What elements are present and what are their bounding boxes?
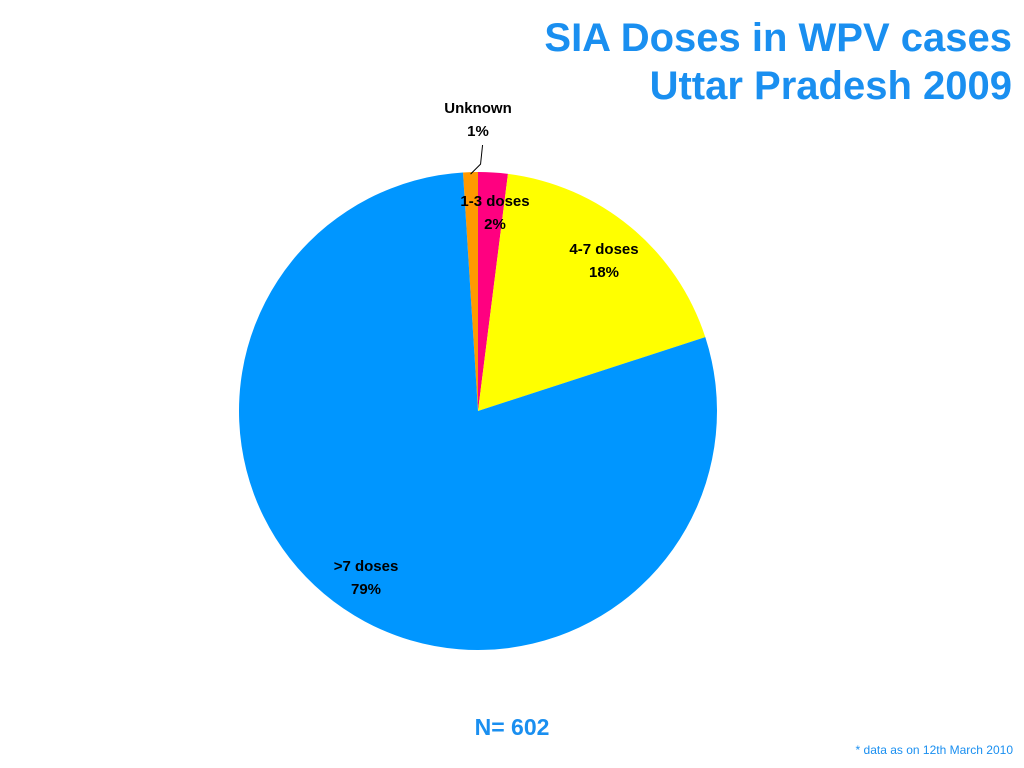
pie-slice-3 [239, 172, 718, 650]
sample-size-label: N= 602 [474, 714, 550, 740]
chart-title: SIA Doses in WPV cases Uttar Pradesh 200… [544, 14, 1012, 110]
slice-percent-label-3: 79% [351, 581, 381, 598]
slice-name-label-2: 4-7 doses [569, 241, 638, 258]
chart-title-line1: SIA Doses in WPV cases [544, 16, 1012, 60]
slice-name-label-0: Unknown [444, 100, 512, 117]
slice-percent-label-1: 2% [484, 216, 506, 233]
slice-percent-label-2: 18% [589, 264, 619, 281]
slice-name-label-3: >7 doses [334, 558, 399, 575]
slice-percent-label-0: 1% [467, 123, 489, 140]
pie-slice-1 [478, 172, 508, 411]
pie-slice-0 [462, 172, 478, 411]
footnote: * data as on 12th March 2010 [855, 743, 1013, 757]
slice-name-label-1: 1-3 doses [460, 193, 529, 210]
pie-slice-2 [478, 173, 706, 411]
label-leader-line [470, 144, 484, 175]
chart-title-line2: Uttar Pradesh 2009 [649, 64, 1012, 108]
